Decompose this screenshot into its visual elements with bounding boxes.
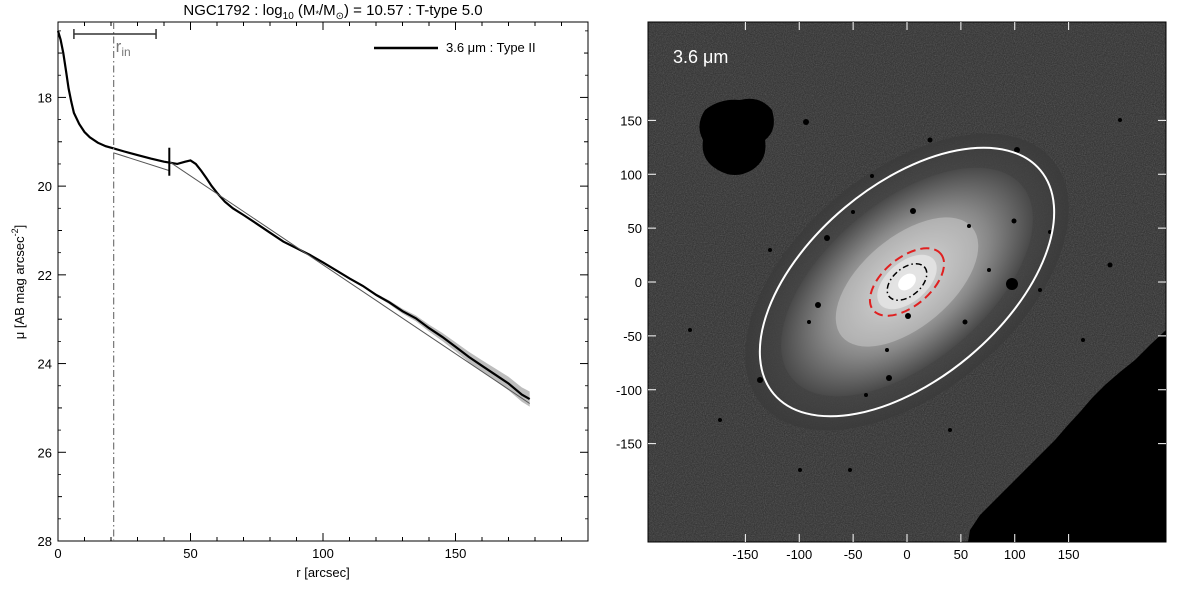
x-tick-label: 50	[183, 546, 197, 561]
break-aperture-ellipse	[868, 247, 946, 317]
image-y-tick-label: 100	[620, 167, 642, 182]
image-y-ticks: 150 100 50 0 -50 -100 -150	[616, 113, 1166, 452]
image-y-tick-label: -50	[623, 329, 642, 344]
r-in-label: rin	[116, 37, 131, 59]
y-tick-label: 22	[38, 268, 52, 283]
legend-label: 3.6 μm : Type II	[446, 40, 536, 55]
image-y-tick-label: -150	[616, 437, 642, 452]
series-lines	[56, 30, 531, 404]
image-y-tick-label: 150	[620, 113, 642, 128]
y-tick-label: 20	[38, 179, 52, 194]
x-tick-label: 150	[445, 546, 467, 561]
galaxy-image	[648, 22, 1166, 542]
image-x-tick-label: -100	[786, 547, 812, 562]
y-tick-label: 24	[38, 357, 52, 372]
x-tick-label: 0	[54, 546, 61, 561]
chart-title: NGC1792 : log10 (M*/M⊙) = 10.57 : T-type…	[183, 2, 482, 22]
image-x-tick-label: 150	[1058, 547, 1080, 562]
image-x-tick-label: -150	[732, 547, 758, 562]
r-in-marker: rin	[73, 22, 157, 541]
x-axis-label: r [arcsec]	[296, 565, 349, 580]
inner-aperture-ellipse	[886, 262, 928, 302]
y-tick-label: 26	[38, 445, 52, 460]
outer-aperture-ellipse	[758, 146, 1056, 418]
x-tick-label: 100	[312, 546, 334, 561]
image-x-tick-label: 50	[954, 547, 968, 562]
image-y-tick-label: 50	[628, 221, 642, 236]
plot-frame	[57, 21, 589, 542]
image-x-tick-label: -50	[844, 547, 863, 562]
y-tick-label: 18	[38, 90, 52, 105]
image-x-tick-label: 0	[903, 547, 910, 562]
profile-uncertainty-band	[376, 293, 530, 407]
y-axis-ticks: 18 20 22 24 26 28	[38, 30, 588, 549]
x-axis-ticks: 0 50 100 150	[54, 22, 562, 561]
y-axis-label: μ [AB mag arcsec-2]	[10, 225, 27, 340]
image-y-tick-label: -100	[616, 383, 642, 398]
fit-line-1	[113, 152, 170, 172]
y-tick-label: 28	[38, 534, 52, 549]
error-band	[376, 293, 530, 407]
fit-line-2	[169, 161, 530, 404]
profile-line	[56, 30, 531, 401]
image-x-ticks: -150 -100 -50 0 50 100 150	[732, 22, 1079, 562]
band-label: 3.6 μm	[673, 47, 728, 67]
galaxy-image-panel: 3.6 μm -150 -100 -50 0 50 100 150 150 100 50 0 -50…	[616, 21, 1167, 562]
image-y-tick-label: 0	[635, 275, 642, 290]
surface-brightness-profile: 0 50 100 150 18 20 22 24 26 28 rin 3.6 μm : Type…	[10, 21, 589, 580]
image-x-tick-label: 100	[1004, 547, 1026, 562]
